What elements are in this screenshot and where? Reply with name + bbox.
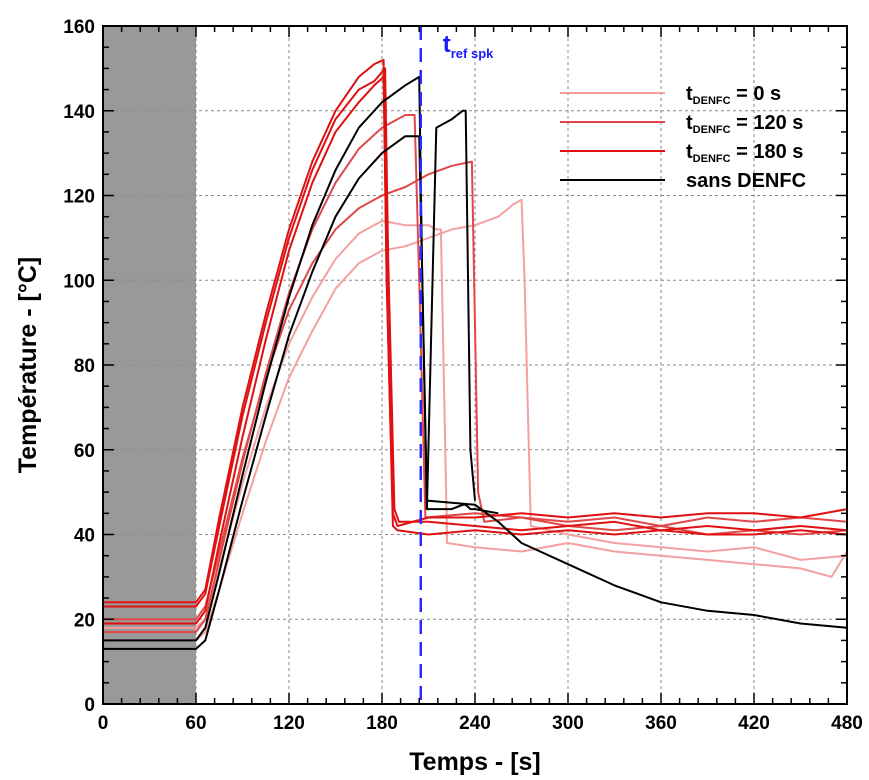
axes: 0 60 120 180 240 300 360 420 480 0 20 40 60 80 100 120 1…	[63, 17, 863, 734]
series-line-1	[103, 198, 848, 642]
legend-label-4: sans DENFC	[686, 170, 806, 192]
x-tick-label: 420	[738, 713, 770, 734]
x-tick-label: 180	[366, 713, 398, 734]
y-tick-label: 160	[63, 17, 95, 38]
y-tick-label: 40	[74, 526, 95, 547]
y-tick-label: 80	[74, 356, 95, 377]
shaded-region-rect	[103, 26, 196, 704]
shaded-region	[103, 26, 196, 704]
series-line-10	[425, 109, 476, 510]
y-tick-label: 120	[63, 187, 95, 208]
x-tick-label: 300	[552, 713, 584, 734]
y-tick-label: 60	[74, 441, 95, 462]
legend-label-1: tDENFC = 0 s	[686, 83, 781, 107]
reference-line-label: tref spk	[443, 31, 494, 61]
y-tick-label: 140	[63, 102, 95, 123]
x-tick-label: 360	[645, 713, 677, 734]
y-tick-label: 100	[63, 271, 95, 292]
y-axis-label: Température - [°C]	[14, 257, 42, 474]
legend-label-3: tDENFC = 180 s	[686, 141, 803, 165]
legend: tDENFC = 0 s tDENFC = 120 s tDENFC = 180 s…	[560, 83, 806, 192]
y-tick-label: 20	[74, 610, 95, 631]
x-tick-label: 60	[185, 713, 206, 734]
reference-line-group: tref spk	[419, 26, 494, 704]
x-tick-label: 0	[98, 713, 109, 734]
x-tick-label: 480	[831, 713, 863, 734]
legend-label-2: tDENFC = 120 s	[686, 112, 803, 136]
series-line-2	[103, 219, 848, 629]
x-tick-label: 240	[459, 713, 491, 734]
series-line-4	[103, 114, 848, 633]
y-tick-label: 0	[84, 695, 95, 716]
x-tick-label: 120	[273, 713, 305, 734]
series-group	[103, 58, 848, 650]
series-line-9	[103, 75, 499, 642]
x-axis-label: Temps - [s]	[409, 748, 541, 776]
series-line-7	[103, 75, 848, 625]
